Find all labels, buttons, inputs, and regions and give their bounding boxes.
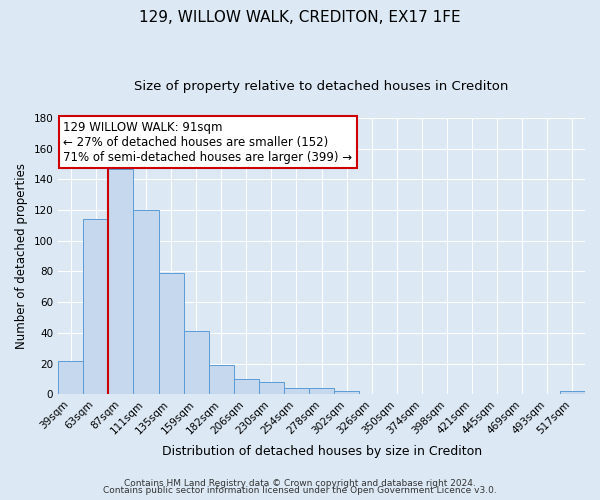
Text: Contains public sector information licensed under the Open Government Licence v3: Contains public sector information licen… xyxy=(103,486,497,495)
Bar xyxy=(133,210,158,394)
X-axis label: Distribution of detached houses by size in Crediton: Distribution of detached houses by size … xyxy=(161,444,482,458)
Bar xyxy=(184,332,209,394)
Bar xyxy=(334,392,359,394)
Bar xyxy=(109,168,133,394)
Title: Size of property relative to detached houses in Crediton: Size of property relative to detached ho… xyxy=(134,80,509,93)
Bar xyxy=(58,360,83,394)
Y-axis label: Number of detached properties: Number of detached properties xyxy=(15,163,28,349)
Text: 129 WILLOW WALK: 91sqm
← 27% of detached houses are smaller (152)
71% of semi-de: 129 WILLOW WALK: 91sqm ← 27% of detached… xyxy=(64,120,353,164)
Text: Contains HM Land Registry data © Crown copyright and database right 2024.: Contains HM Land Registry data © Crown c… xyxy=(124,478,476,488)
Bar xyxy=(158,273,184,394)
Bar xyxy=(209,365,234,394)
Bar xyxy=(259,382,284,394)
Bar xyxy=(83,219,109,394)
Bar xyxy=(560,392,585,394)
Bar xyxy=(309,388,334,394)
Bar xyxy=(234,379,259,394)
Text: 129, WILLOW WALK, CREDITON, EX17 1FE: 129, WILLOW WALK, CREDITON, EX17 1FE xyxy=(139,10,461,25)
Bar xyxy=(284,388,309,394)
